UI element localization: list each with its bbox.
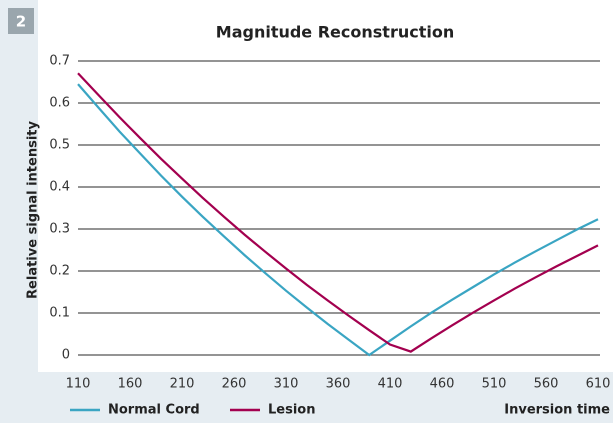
x-tick-label: 110 bbox=[66, 377, 91, 392]
chart-title: Magnitude Reconstruction bbox=[216, 23, 454, 42]
y-tick-label: 0.4 bbox=[49, 180, 70, 195]
x-tick-label: 510 bbox=[482, 377, 507, 392]
legend-label: Lesion bbox=[268, 403, 315, 418]
y-axis-label: Relative signal intensity bbox=[26, 121, 41, 299]
y-tick-label: 0.5 bbox=[49, 138, 70, 153]
series-line bbox=[77, 72, 599, 353]
y-tick-label: 0 bbox=[62, 348, 70, 363]
x-axis-label: Inversion time bbox=[504, 403, 610, 418]
x-tick-label: 410 bbox=[378, 377, 403, 392]
y-tick-label: 0.3 bbox=[49, 222, 70, 237]
x-tick-label: 460 bbox=[430, 377, 455, 392]
x-tick-label: 560 bbox=[534, 377, 559, 392]
y-tick-label: 0.1 bbox=[49, 306, 70, 321]
x-tick-label: 260 bbox=[222, 377, 247, 392]
x-tick-label: 210 bbox=[170, 377, 195, 392]
x-tick-label: 160 bbox=[118, 377, 143, 392]
x-tick-label: 610 bbox=[586, 377, 611, 392]
plot-panel bbox=[38, 0, 613, 372]
badge-box bbox=[8, 8, 34, 34]
badge: 2 bbox=[16, 13, 26, 31]
y-tick-label: 0.6 bbox=[49, 96, 70, 111]
legend-label: Normal Cord bbox=[108, 403, 200, 418]
y-tick-label: 0.7 bbox=[49, 54, 70, 69]
x-tick-label: 360 bbox=[326, 377, 351, 392]
series-line bbox=[77, 83, 599, 357]
x-tick-label: 310 bbox=[274, 377, 299, 392]
y-tick-label: 0.2 bbox=[49, 264, 70, 279]
